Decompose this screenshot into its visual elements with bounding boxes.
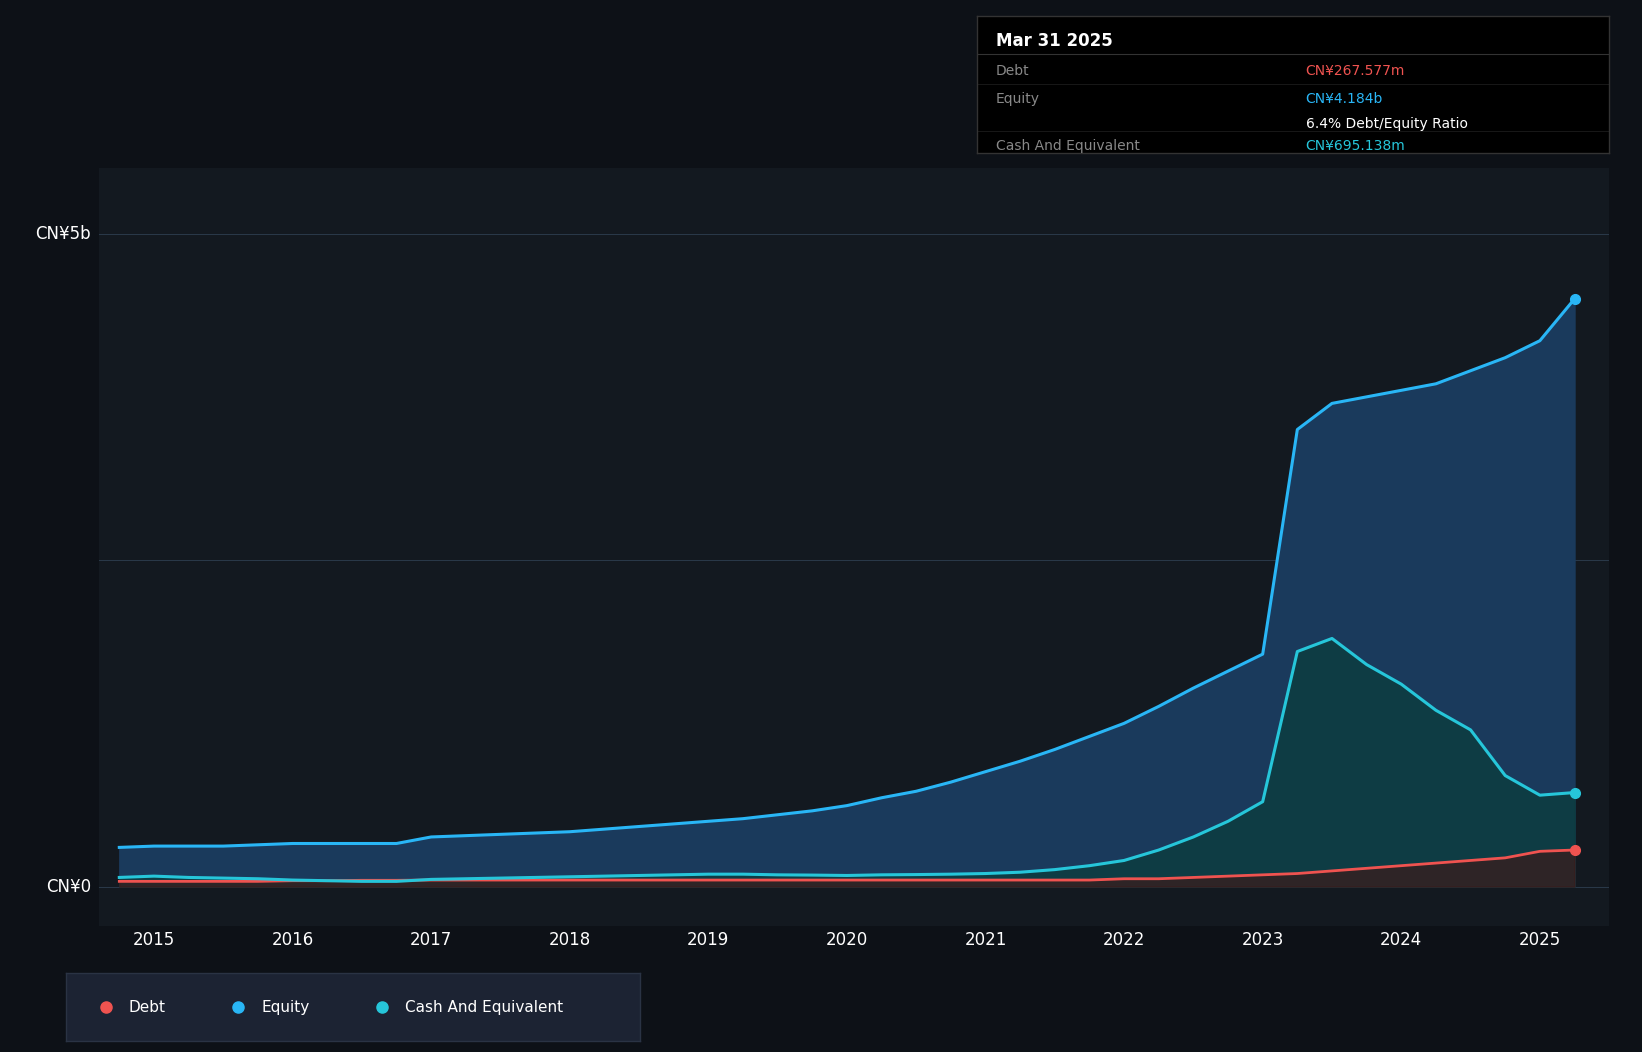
Text: Cash And Equivalent: Cash And Equivalent — [997, 139, 1140, 153]
Text: CN¥5b: CN¥5b — [36, 225, 90, 243]
Text: CN¥4.184b: CN¥4.184b — [1305, 93, 1383, 106]
Text: CN¥695.138m: CN¥695.138m — [1305, 139, 1406, 153]
Text: Debt: Debt — [130, 999, 166, 1015]
Text: Mar 31 2025: Mar 31 2025 — [997, 33, 1113, 50]
Text: Equity: Equity — [261, 999, 309, 1015]
Text: CN¥0: CN¥0 — [46, 877, 90, 895]
Text: Cash And Equivalent: Cash And Equivalent — [406, 999, 563, 1015]
Text: Debt: Debt — [997, 63, 1030, 78]
Text: Equity: Equity — [997, 93, 1039, 106]
Text: 6.4% Debt/Equity Ratio: 6.4% Debt/Equity Ratio — [1305, 117, 1468, 132]
Text: CN¥267.577m: CN¥267.577m — [1305, 63, 1406, 78]
